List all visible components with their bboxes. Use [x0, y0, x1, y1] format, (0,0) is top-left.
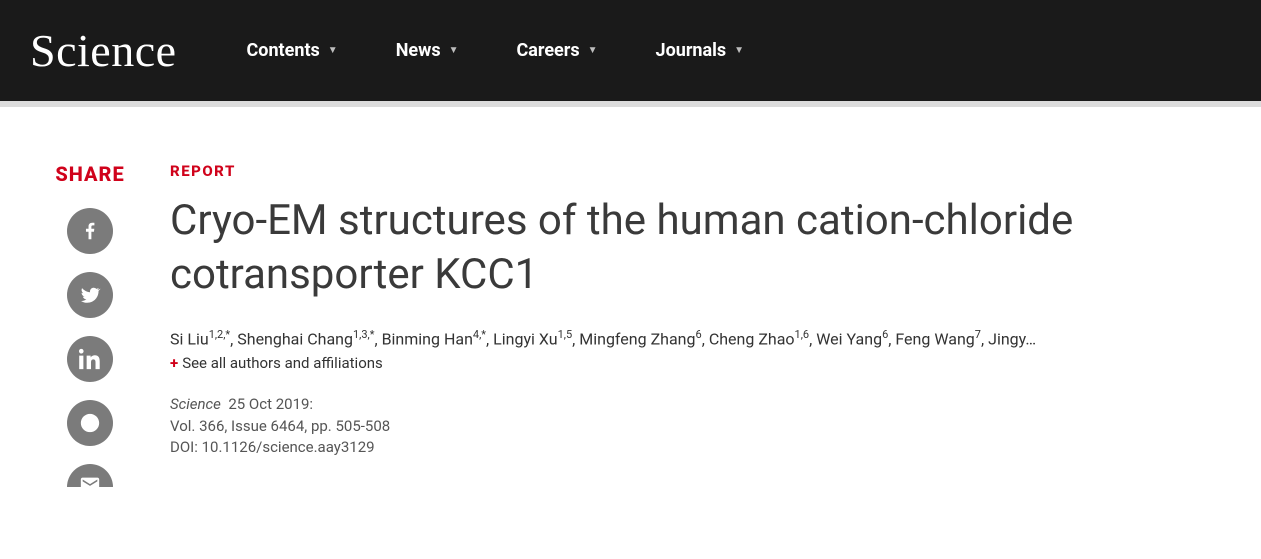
site-logo[interactable]: Science [30, 24, 177, 77]
author-affiliation: 6 [696, 328, 702, 341]
author-name[interactable]: Si Liu [170, 329, 209, 348]
reddit-icon [79, 412, 101, 434]
share-twitter-button[interactable] [67, 272, 113, 318]
email-icon [79, 474, 101, 487]
author-affiliation: 6 [882, 328, 888, 341]
chevron-down-icon: ▼ [328, 45, 338, 56]
author-affiliation: 1,2,* [209, 328, 230, 341]
nav-news[interactable]: News ▼ [396, 40, 459, 61]
author-name[interactable]: Jingy… [988, 329, 1036, 348]
twitter-icon [79, 284, 101, 306]
share-column: SHARE [40, 162, 140, 487]
nav-label: Careers [517, 40, 580, 61]
nav-label: News [396, 40, 441, 61]
author-affiliation: 4,* [473, 328, 486, 341]
nav-label: Contents [247, 40, 320, 61]
nav-careers[interactable]: Careers ▼ [517, 40, 598, 61]
linkedin-icon [79, 348, 101, 370]
plus-icon: + [170, 354, 178, 372]
article-title: Cryo-EM structures of the human cation-c… [170, 194, 1221, 302]
author-name[interactable]: Lingyi Xu [493, 329, 557, 348]
author-name[interactable]: Cheng Zhao [709, 329, 795, 348]
author-name[interactable]: Feng Wang [895, 329, 974, 348]
share-email-button[interactable] [67, 464, 113, 487]
journal-name: Science [170, 395, 221, 413]
share-linkedin-button[interactable] [67, 336, 113, 382]
author-affiliation: 1,5 [558, 328, 573, 341]
author-name[interactable]: Shenghai Chang [237, 329, 353, 348]
volume-line: Vol. 366, Issue 6464, pp. 505-508 [170, 417, 390, 435]
author-affiliation: 1,6 [795, 328, 810, 341]
chevron-down-icon: ▼ [588, 45, 598, 56]
content-area: SHARE REPORT Cryo-EM structures of the h… [0, 107, 1261, 517]
article-main: REPORT Cryo-EM structures of the human c… [170, 162, 1221, 487]
author-affiliation: 7 [975, 328, 981, 341]
article-category: REPORT [170, 162, 1221, 180]
doi-line: DOI: 10.1126/science.aay3129 [170, 438, 375, 456]
chevron-down-icon: ▼ [734, 45, 744, 56]
nav-items: Contents ▼ News ▼ Careers ▼ Journals ▼ [247, 40, 745, 61]
pub-date: 25 Oct 2019: [228, 395, 313, 413]
share-facebook-button[interactable] [67, 208, 113, 254]
expand-authors-button[interactable]: +See all authors and affiliations [170, 354, 1221, 372]
share-heading: SHARE [55, 162, 124, 186]
nav-label: Journals [656, 40, 727, 61]
expand-label: See all authors and affiliations [182, 354, 383, 372]
nav-contents[interactable]: Contents ▼ [247, 40, 338, 61]
author-name[interactable]: Binming Han [382, 329, 473, 348]
author-list: Si Liu1,2,*, Shenghai Chang1,3,*, Binmin… [170, 328, 1221, 348]
top-nav-bar: Science Contents ▼ News ▼ Careers ▼ Jour… [0, 0, 1261, 107]
author-name[interactable]: Mingfeng Zhang [579, 329, 695, 348]
facebook-icon [79, 220, 101, 242]
share-reddit-button[interactable] [67, 400, 113, 446]
nav-journals[interactable]: Journals ▼ [656, 40, 745, 61]
author-name[interactable]: Wei Yang [816, 329, 882, 348]
author-affiliation: 1,3,* [353, 328, 374, 341]
publication-info: Science 25 Oct 2019: Vol. 366, Issue 646… [170, 394, 1221, 459]
chevron-down-icon: ▼ [449, 45, 459, 56]
